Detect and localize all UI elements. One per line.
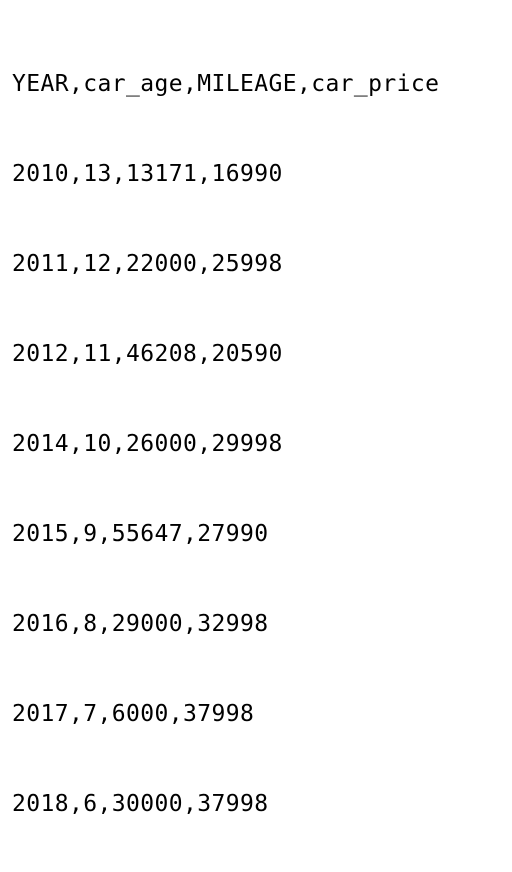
csv-data-line: 2018,6,30000,37998 <box>12 791 269 817</box>
csv-data-line: 2015,9,55647,27990 <box>12 521 269 547</box>
csv-data-line: 2011,12,22000,25998 <box>12 251 283 277</box>
csv-data-line: 2014,10,26000,29998 <box>12 431 283 457</box>
csv-data-line: 2016,8,29000,32998 <box>12 611 269 637</box>
csv-header-line: YEAR,car_age,MILEAGE,car_price <box>12 71 440 97</box>
csv-text-view: YEAR,car_age,MILEAGE,car_price 2010,13,1… <box>12 9 439 872</box>
csv-data-line: 2010,13,13171,16990 <box>12 161 283 187</box>
csv-data-line: 2017,7,6000,37998 <box>12 701 255 727</box>
csv-data-line: 2012,11,46208,20590 <box>12 341 283 367</box>
